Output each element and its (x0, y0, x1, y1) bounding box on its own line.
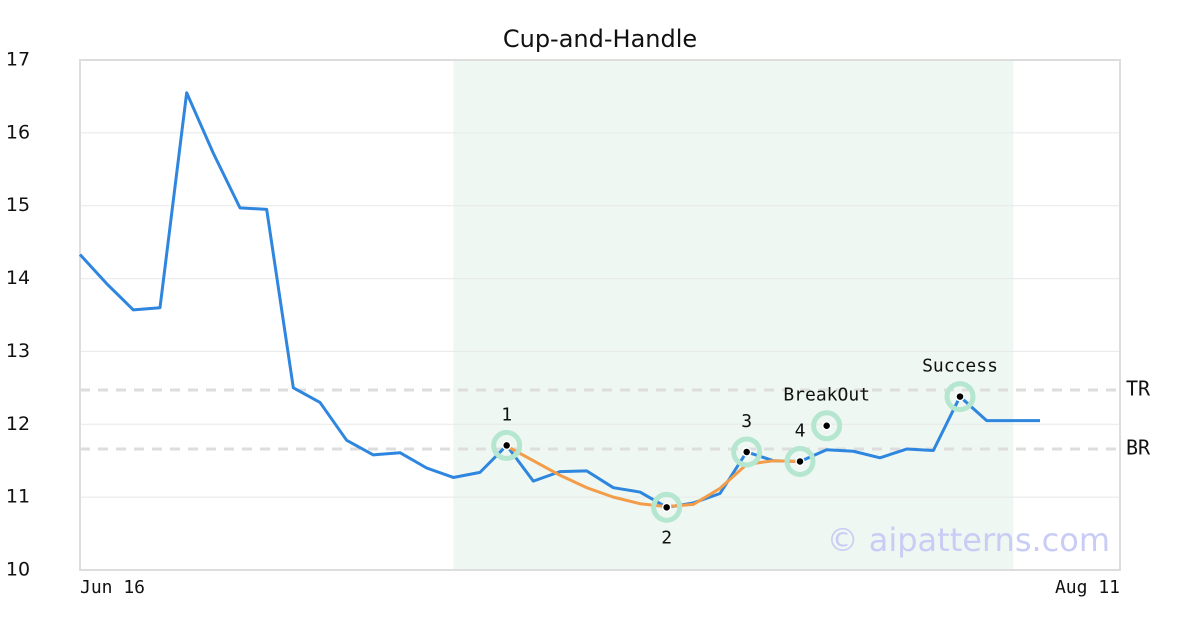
annotation-halo (811, 410, 843, 442)
y-tick-label: 13 (6, 340, 30, 362)
y-tick-label: 10 (6, 559, 30, 581)
annotation-label: 3 (741, 411, 752, 432)
plot-frame (79, 59, 1121, 571)
chart-title: Cup-and-Handle (503, 25, 697, 53)
annotation-label: BreakOut (783, 385, 870, 406)
annotation-dot (955, 391, 965, 402)
annotation-dot (821, 420, 832, 431)
annotation-halo (731, 436, 763, 468)
annotation-label: 2 (661, 527, 672, 548)
y-tick-label: 14 (6, 267, 30, 289)
y-tick-label: 16 (6, 121, 30, 143)
level-label: BR (1126, 436, 1151, 460)
annotation-halo (944, 381, 976, 413)
y-tick-label: 15 (6, 194, 30, 216)
y-tick-label: 12 (6, 413, 30, 435)
y-tick-label: 17 (6, 49, 30, 71)
annotation-dot (741, 447, 752, 457)
watermark: © aipatterns.com (827, 521, 1110, 559)
annotation-dot (661, 502, 672, 513)
series-line (78, 91, 1040, 509)
x-tick-label: Jun 16 (80, 577, 145, 598)
annotation-halo (491, 429, 523, 461)
annotation-halo (651, 491, 683, 523)
annotation-label: Success (922, 356, 998, 377)
pattern-region (453, 60, 1014, 570)
annotation-label: 1 (501, 404, 512, 425)
annotation-dot (795, 456, 805, 467)
y-tick-label: 11 (6, 486, 30, 508)
x-tick-label: Aug 11 (1055, 577, 1120, 598)
annotation-dot (501, 440, 512, 451)
annotation-halo (784, 445, 816, 477)
level-label: TR (1126, 377, 1151, 401)
annotation-label: 4 (795, 420, 806, 441)
